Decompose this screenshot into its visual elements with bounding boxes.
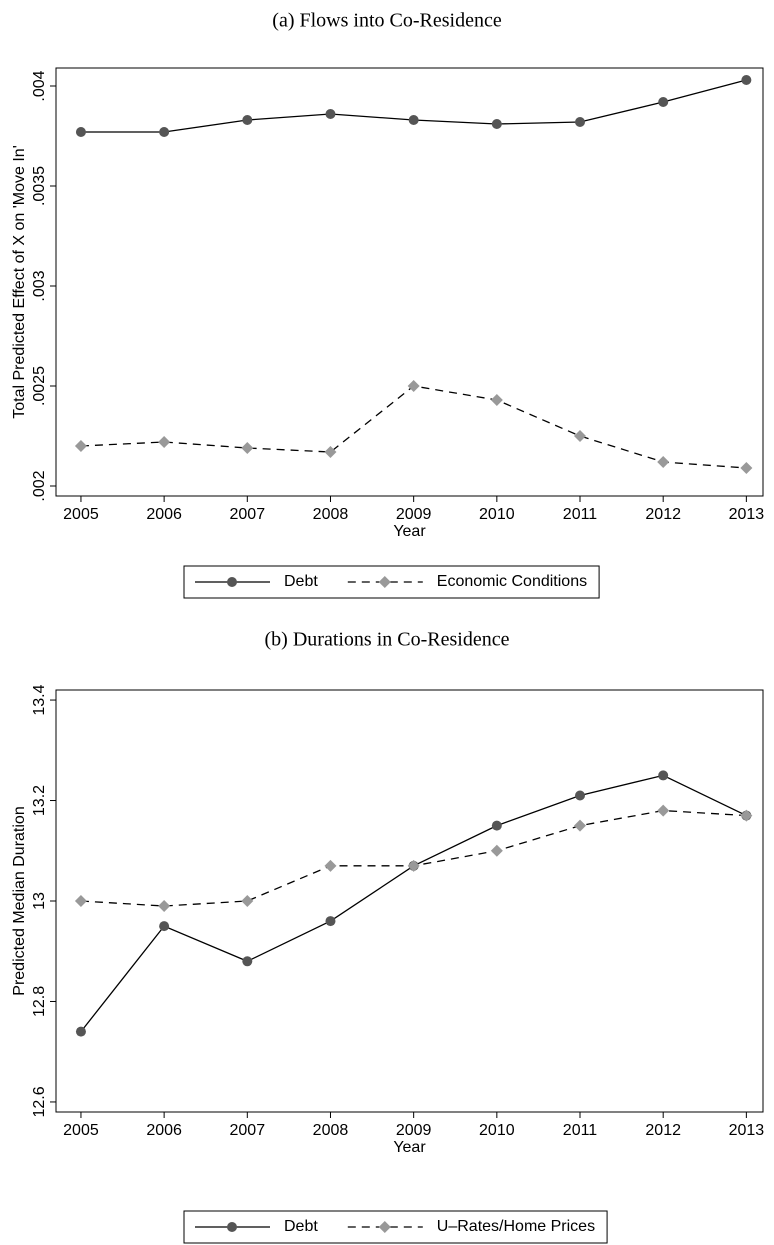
- x-tick-label: 2013: [729, 506, 765, 523]
- diamond-marker: [74, 440, 87, 452]
- circle-marker: [227, 1222, 237, 1232]
- diamond-marker: [158, 900, 171, 913]
- x-tick-label: 2005: [63, 506, 99, 523]
- legend-label: Debt: [284, 1218, 318, 1235]
- x-axis-title: Year: [393, 1139, 426, 1156]
- circle-marker: [75, 1026, 86, 1037]
- x-tick-label: 2011: [563, 506, 598, 523]
- diamond-marker: [574, 430, 587, 442]
- y-tick-label: .0025: [31, 366, 48, 406]
- circle-marker: [575, 117, 586, 127]
- circle-marker: [408, 115, 419, 125]
- diamond-marker: [657, 804, 670, 817]
- circle-marker: [242, 115, 253, 125]
- diamond-marker: [407, 859, 420, 872]
- legend-label: Debt: [284, 573, 318, 590]
- legend-label: U–Rates/Home Prices: [437, 1218, 595, 1235]
- circle-marker: [325, 916, 336, 927]
- x-axis-title: Year: [393, 523, 426, 540]
- diamond-marker: [324, 446, 337, 458]
- x-tick-label: 2012: [645, 1122, 681, 1139]
- x-tick-label: 2006: [146, 1122, 182, 1139]
- circle-marker: [325, 109, 336, 119]
- chart-title: (a) Flows into Co-Residence: [272, 10, 502, 32]
- y-tick-label: 12.8: [31, 986, 48, 1017]
- circle-marker: [658, 97, 669, 107]
- diamond-marker: [574, 819, 587, 832]
- legend-label: Economic Conditions: [437, 573, 587, 590]
- x-tick-label: 2005: [63, 1122, 99, 1139]
- circle-marker: [658, 770, 669, 781]
- x-tick-label: 2009: [396, 506, 432, 523]
- x-tick-label: 2010: [479, 1122, 515, 1139]
- x-tick-label: 2010: [479, 506, 515, 523]
- circle-marker: [741, 75, 752, 85]
- circle-marker: [159, 127, 170, 137]
- x-tick-label: 2008: [313, 1122, 349, 1139]
- circle-marker: [575, 790, 586, 801]
- y-tick-label: 13.2: [31, 785, 48, 816]
- diamond-marker: [74, 895, 87, 907]
- circle-marker: [491, 820, 502, 831]
- circle-marker: [227, 577, 237, 587]
- y-tick-label: .004: [31, 70, 48, 101]
- y-tick-label: .002: [31, 470, 48, 501]
- diamond-marker: [241, 895, 254, 907]
- diamond-marker: [740, 809, 753, 822]
- y-tick-label: .0035: [31, 166, 48, 206]
- diamond-marker: [378, 1221, 391, 1233]
- plot-frame: [55, 67, 764, 497]
- diamond-marker: [490, 844, 503, 857]
- x-tick-label: 2007: [230, 1122, 266, 1139]
- legend: Debt Economic Conditions: [183, 565, 600, 599]
- y-axis-title: Predicted Median Duration: [11, 806, 28, 995]
- circle-marker: [242, 956, 253, 967]
- diamond-marker: [407, 380, 420, 392]
- y-tick-label: 13.4: [31, 684, 48, 715]
- series-line: [80, 809, 747, 907]
- y-tick-label: 13: [31, 892, 48, 910]
- diamond-marker: [241, 442, 254, 454]
- series-line: [80, 385, 747, 469]
- x-tick-label: 2006: [146, 506, 182, 523]
- diamond-marker: [158, 436, 171, 448]
- x-tick-label: 2013: [729, 1122, 765, 1139]
- plot-frame: [55, 689, 764, 1113]
- x-tick-label: 2007: [230, 506, 266, 523]
- x-tick-label: 2009: [396, 1122, 432, 1139]
- circle-marker: [491, 119, 502, 129]
- diamond-marker: [378, 576, 391, 588]
- x-tick-label: 2008: [313, 506, 349, 523]
- y-axis-title: Total Predicted Effect of X on 'Move In': [11, 145, 28, 419]
- chart-title: (b) Durations in Co-Residence: [265, 629, 510, 651]
- circle-marker: [159, 921, 170, 932]
- legend: Debt U–Rates/Home Prices: [183, 1210, 608, 1244]
- x-tick-label: 2012: [645, 506, 681, 523]
- diamond-marker: [324, 859, 337, 872]
- y-tick-label: 12.6: [31, 1086, 48, 1117]
- diamond-marker: [740, 462, 753, 474]
- diamond-marker: [490, 394, 503, 406]
- y-tick-label: .003: [31, 270, 48, 301]
- circle-marker: [75, 127, 86, 137]
- diamond-marker: [657, 456, 670, 468]
- x-tick-label: 2011: [563, 1122, 598, 1139]
